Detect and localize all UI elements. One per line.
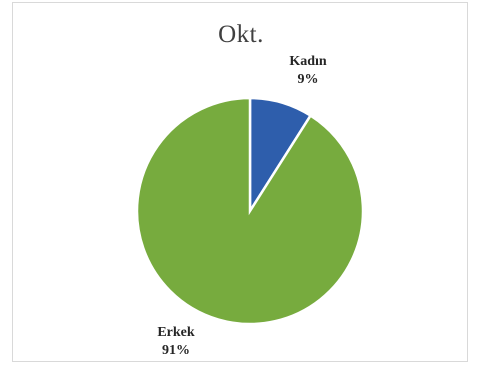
slice-label-name: Kadın — [289, 54, 327, 69]
slice-label-percent: 91% — [162, 343, 190, 358]
pie-slice-erkek — [135, 96, 365, 326]
pie-chart: Kadın 9% Erkek 91% — [135, 54, 365, 358]
chart-title: Okt. — [218, 21, 264, 48]
chart-frame: Okt. Kadın 9% Erkek 91% — [12, 2, 468, 362]
slice-label-percent: 9% — [298, 72, 319, 87]
slice-label-name: Erkek — [157, 325, 195, 340]
